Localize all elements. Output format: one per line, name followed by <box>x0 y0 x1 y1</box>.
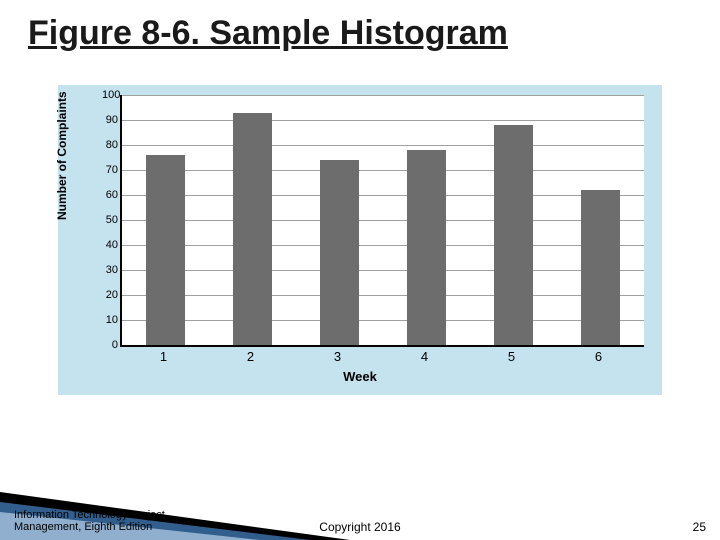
y-tick-label: 90 <box>102 114 118 126</box>
y-tick-label: 40 <box>102 239 118 251</box>
x-tick-label: 3 <box>334 349 341 364</box>
page-title: Figure 8-6. Sample Histogram <box>28 14 508 53</box>
x-tick-label: 1 <box>160 349 167 364</box>
gridline <box>122 295 644 296</box>
y-tick-label: 80 <box>102 139 118 151</box>
gridline <box>122 320 644 321</box>
plot-area <box>120 95 644 347</box>
x-tick-label: 2 <box>247 349 254 364</box>
x-tick-label: 5 <box>508 349 515 364</box>
gridline <box>122 220 644 221</box>
gridline <box>122 145 644 146</box>
y-tick-label: 100 <box>102 89 118 101</box>
bar <box>494 125 533 345</box>
bar <box>320 160 359 345</box>
bar <box>233 113 272 346</box>
y-tick-label: 60 <box>102 189 118 201</box>
bar <box>146 155 185 345</box>
gridline <box>122 245 644 246</box>
y-axis-title: Number of Complaints <box>55 91 69 220</box>
y-tick-label: 20 <box>102 289 118 301</box>
bar <box>581 190 620 345</box>
x-axis-title: Week <box>58 369 662 384</box>
x-tick-label: 4 <box>421 349 428 364</box>
gridline <box>122 270 644 271</box>
y-tick-label: 70 <box>102 164 118 176</box>
histogram-chart: Number of Complaints 0 10 20 30 40 50 60 70 80 90… <box>58 85 662 395</box>
footer-left-line1: Information Technology Project <box>14 509 165 521</box>
footer-center: Copyright 2016 <box>0 520 720 534</box>
gridline <box>122 195 644 196</box>
y-tick-label: 30 <box>102 264 118 276</box>
footer-page-number: 25 <box>693 520 706 534</box>
gridline <box>122 95 644 96</box>
bar <box>407 150 446 345</box>
gridline <box>122 120 644 121</box>
y-tick-label: 0 <box>102 339 118 351</box>
y-tick-label: 50 <box>102 214 118 226</box>
x-tick-label: 6 <box>595 349 602 364</box>
y-tick-label: 10 <box>102 314 118 326</box>
gridline <box>122 170 644 171</box>
